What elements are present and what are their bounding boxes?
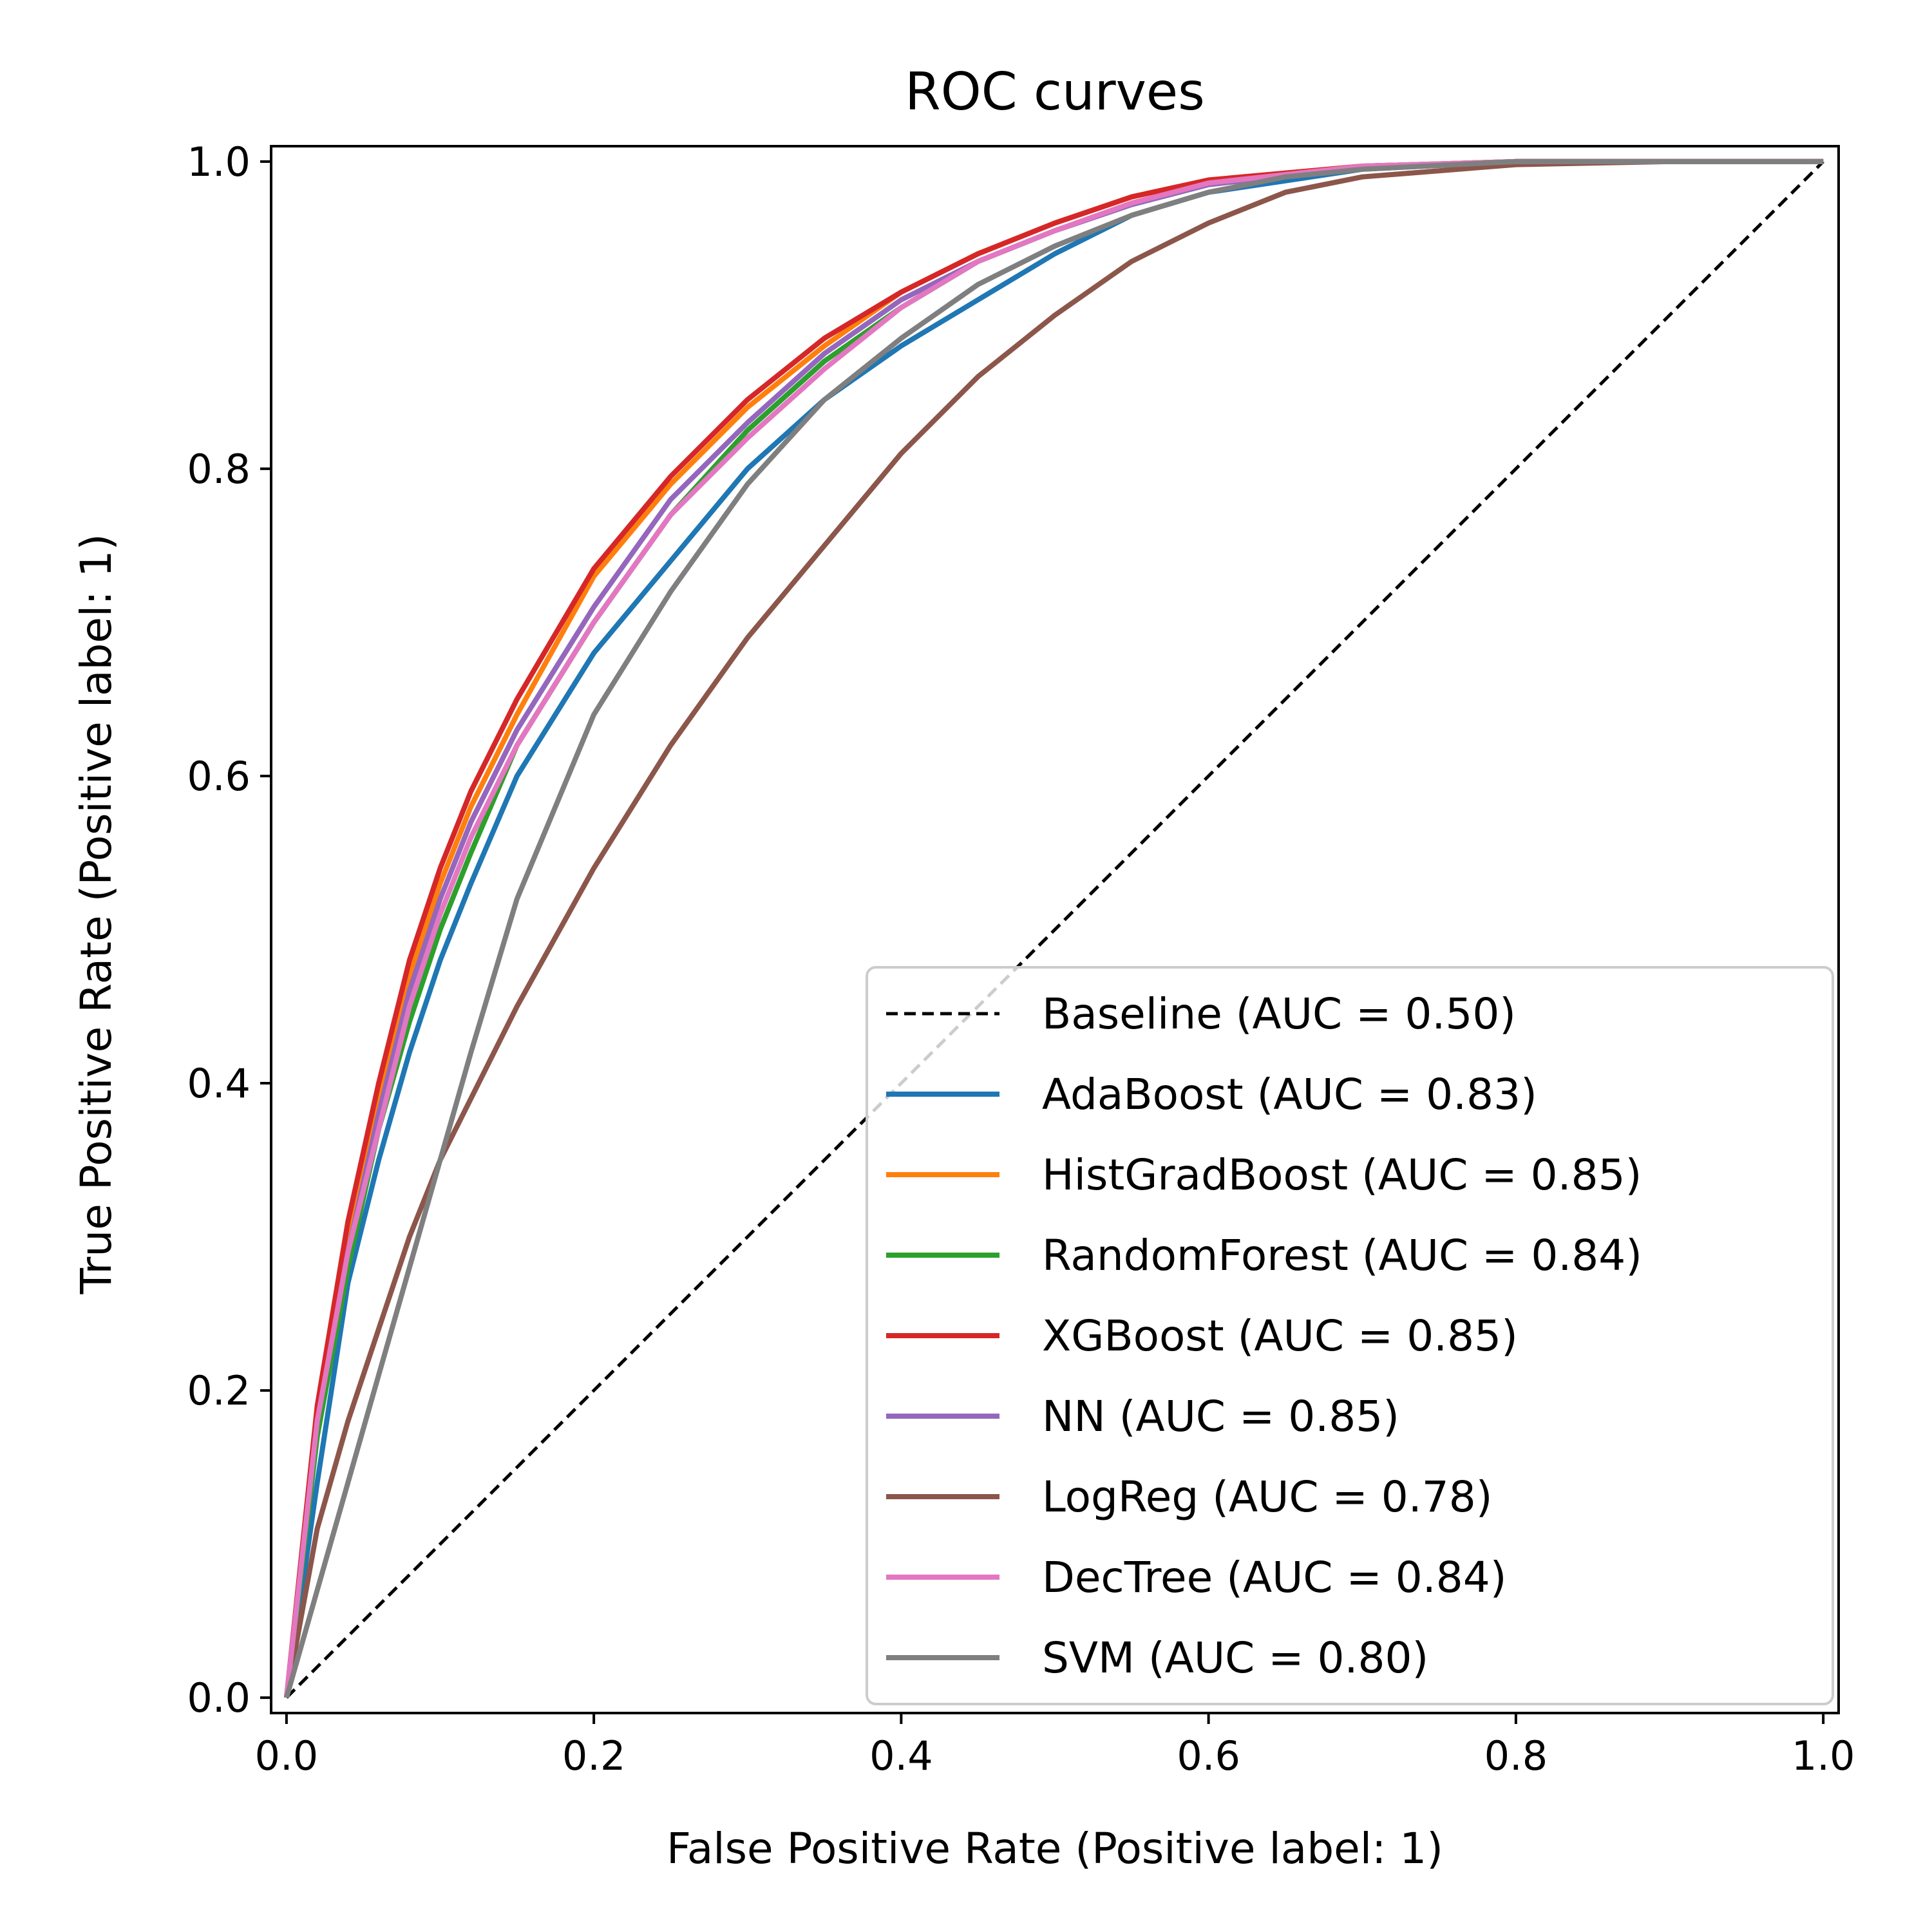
x-axis-label: False Positive Rate (Positive label: 1) — [667, 1824, 1443, 1873]
legend-box — [866, 966, 1834, 1705]
x-tick-label: 1.0 — [1792, 1732, 1855, 1779]
y-axis-label: True Positive Rate (Positive label: 1) — [71, 534, 121, 1295]
y-tick-label: 0.0 — [187, 1674, 251, 1721]
x-tick-label: 0.2 — [562, 1732, 626, 1779]
x-tick-label: 0.0 — [255, 1732, 319, 1779]
y-tick-label: 0.2 — [187, 1367, 251, 1414]
legend: Baseline (AUC = 0.50) AdaBoost (AUC = 0.8… — [866, 966, 1834, 1705]
legend-label: DecTree (AUC = 0.84) — [1042, 1553, 1506, 1602]
series-line-0 — [285, 160, 1824, 1699]
legend-label: RandomForest (AUC = 0.84) — [1042, 1231, 1642, 1280]
y-tick-label: 1.0 — [187, 138, 251, 185]
y-tick-label: 0.8 — [187, 446, 251, 493]
x-tick-label: 0.8 — [1484, 1732, 1548, 1779]
series-line-6 — [283, 158, 1824, 1698]
legend-label: LogReg (AUC = 0.78) — [1042, 1472, 1493, 1522]
series-line-8 — [284, 158, 1824, 1699]
x-axis-ticks: 0.0 0.2 0.4 0.6 0.8 1.0 — [255, 1713, 1855, 1779]
legend-label: SVM (AUC = 0.80) — [1042, 1633, 1428, 1683]
legend-label: AdaBoost (AUC = 0.83) — [1042, 1070, 1537, 1119]
chart-title: ROC curves — [905, 62, 1205, 122]
y-axis-ticks: 0.0 0.2 0.4 0.6 0.8 1.0 — [187, 138, 271, 1721]
legend-label: Baseline (AUC = 0.50) — [1042, 989, 1516, 1039]
plot-area — [270, 145, 1840, 1714]
y-tick-label: 0.4 — [187, 1060, 251, 1107]
legend-label: NN (AUC = 0.85) — [1042, 1392, 1399, 1441]
y-tick-label: 0.6 — [187, 753, 251, 800]
legend-label: XGBoost (AUC = 0.85) — [1042, 1311, 1518, 1361]
x-tick-label: 0.6 — [1177, 1732, 1240, 1779]
x-tick-label: 0.4 — [869, 1732, 933, 1779]
legend-label: HistGradBoost (AUC = 0.85) — [1042, 1150, 1642, 1200]
axes-frame — [270, 145, 1840, 1714]
